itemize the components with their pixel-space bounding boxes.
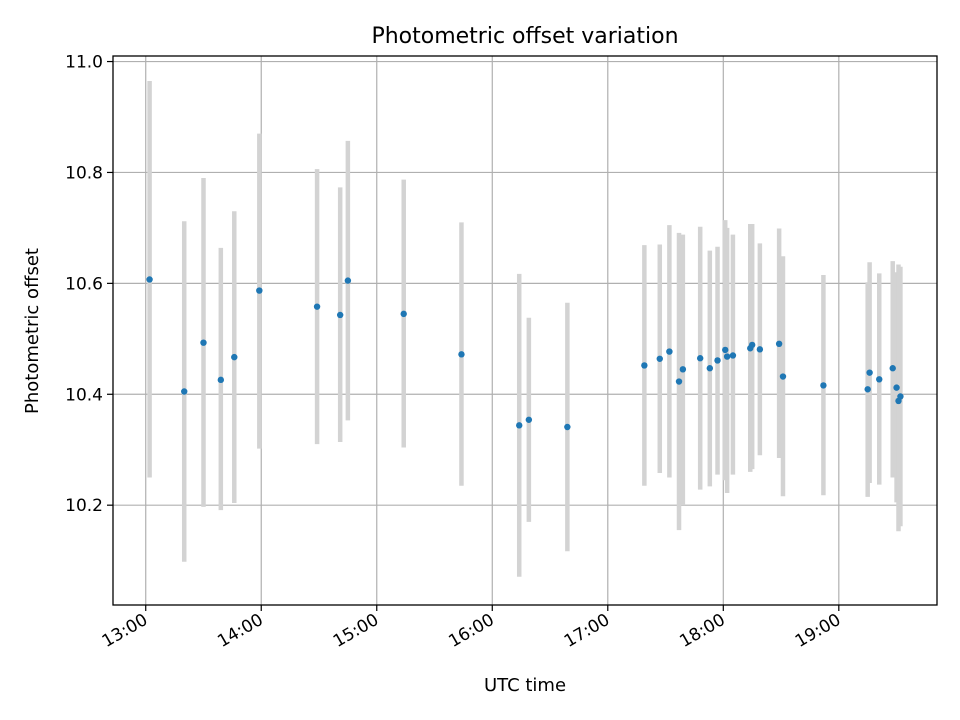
data-point xyxy=(714,357,721,364)
y-tick-label: 10.8 xyxy=(65,163,103,183)
x-tick-label: 17:00 xyxy=(561,610,613,652)
data-point xyxy=(893,384,900,391)
data-point xyxy=(516,422,523,429)
data-point xyxy=(866,369,873,376)
x-tick-label: 19:00 xyxy=(792,610,844,652)
data-point xyxy=(679,366,687,373)
y-tick-label: 10.2 xyxy=(65,496,103,516)
grid xyxy=(113,56,937,605)
data-point xyxy=(820,382,827,389)
data-point xyxy=(779,373,787,380)
data-points xyxy=(146,276,904,431)
y-tick-label: 11.0 xyxy=(65,53,103,73)
data-point xyxy=(400,310,407,318)
data-point xyxy=(564,423,571,431)
x-tick-label: 18:00 xyxy=(676,610,728,652)
data-point xyxy=(217,376,225,384)
data-point xyxy=(748,341,756,349)
data-point xyxy=(729,352,737,359)
data-point xyxy=(525,416,533,423)
data-point xyxy=(313,303,321,310)
x-tick-label: 14:00 xyxy=(214,610,266,652)
x-axis-label: UTC time xyxy=(484,675,566,696)
data-point xyxy=(864,386,871,393)
data-point xyxy=(675,378,683,385)
data-point xyxy=(656,355,663,362)
data-point xyxy=(641,362,648,369)
data-point xyxy=(723,353,731,360)
data-point xyxy=(458,351,465,358)
chart-title: Photometric offset variation xyxy=(371,24,678,49)
plot-frame xyxy=(112,55,938,606)
error-bars xyxy=(147,80,903,577)
data-point xyxy=(876,376,883,383)
x-tick-label: 15:00 xyxy=(330,610,382,652)
data-point xyxy=(889,365,896,372)
y-tick-label: 10.6 xyxy=(65,274,103,294)
x-tick-label: 13:00 xyxy=(99,610,151,652)
data-point xyxy=(231,353,238,361)
x-tick-label: 16:00 xyxy=(445,610,497,652)
data-point xyxy=(722,346,729,354)
data-point xyxy=(696,355,704,362)
data-point xyxy=(344,277,352,284)
data-point xyxy=(756,346,764,353)
data-point xyxy=(775,340,783,348)
data-point xyxy=(181,388,188,395)
data-point xyxy=(897,393,904,400)
data-point xyxy=(706,365,714,372)
data-point xyxy=(200,339,207,346)
data-point xyxy=(336,311,344,319)
y-tick-label: 10.4 xyxy=(65,385,103,405)
data-point xyxy=(146,276,153,283)
data-point xyxy=(666,348,673,355)
data-point xyxy=(256,287,263,294)
y-axis-label: Photometric offset xyxy=(22,248,43,414)
